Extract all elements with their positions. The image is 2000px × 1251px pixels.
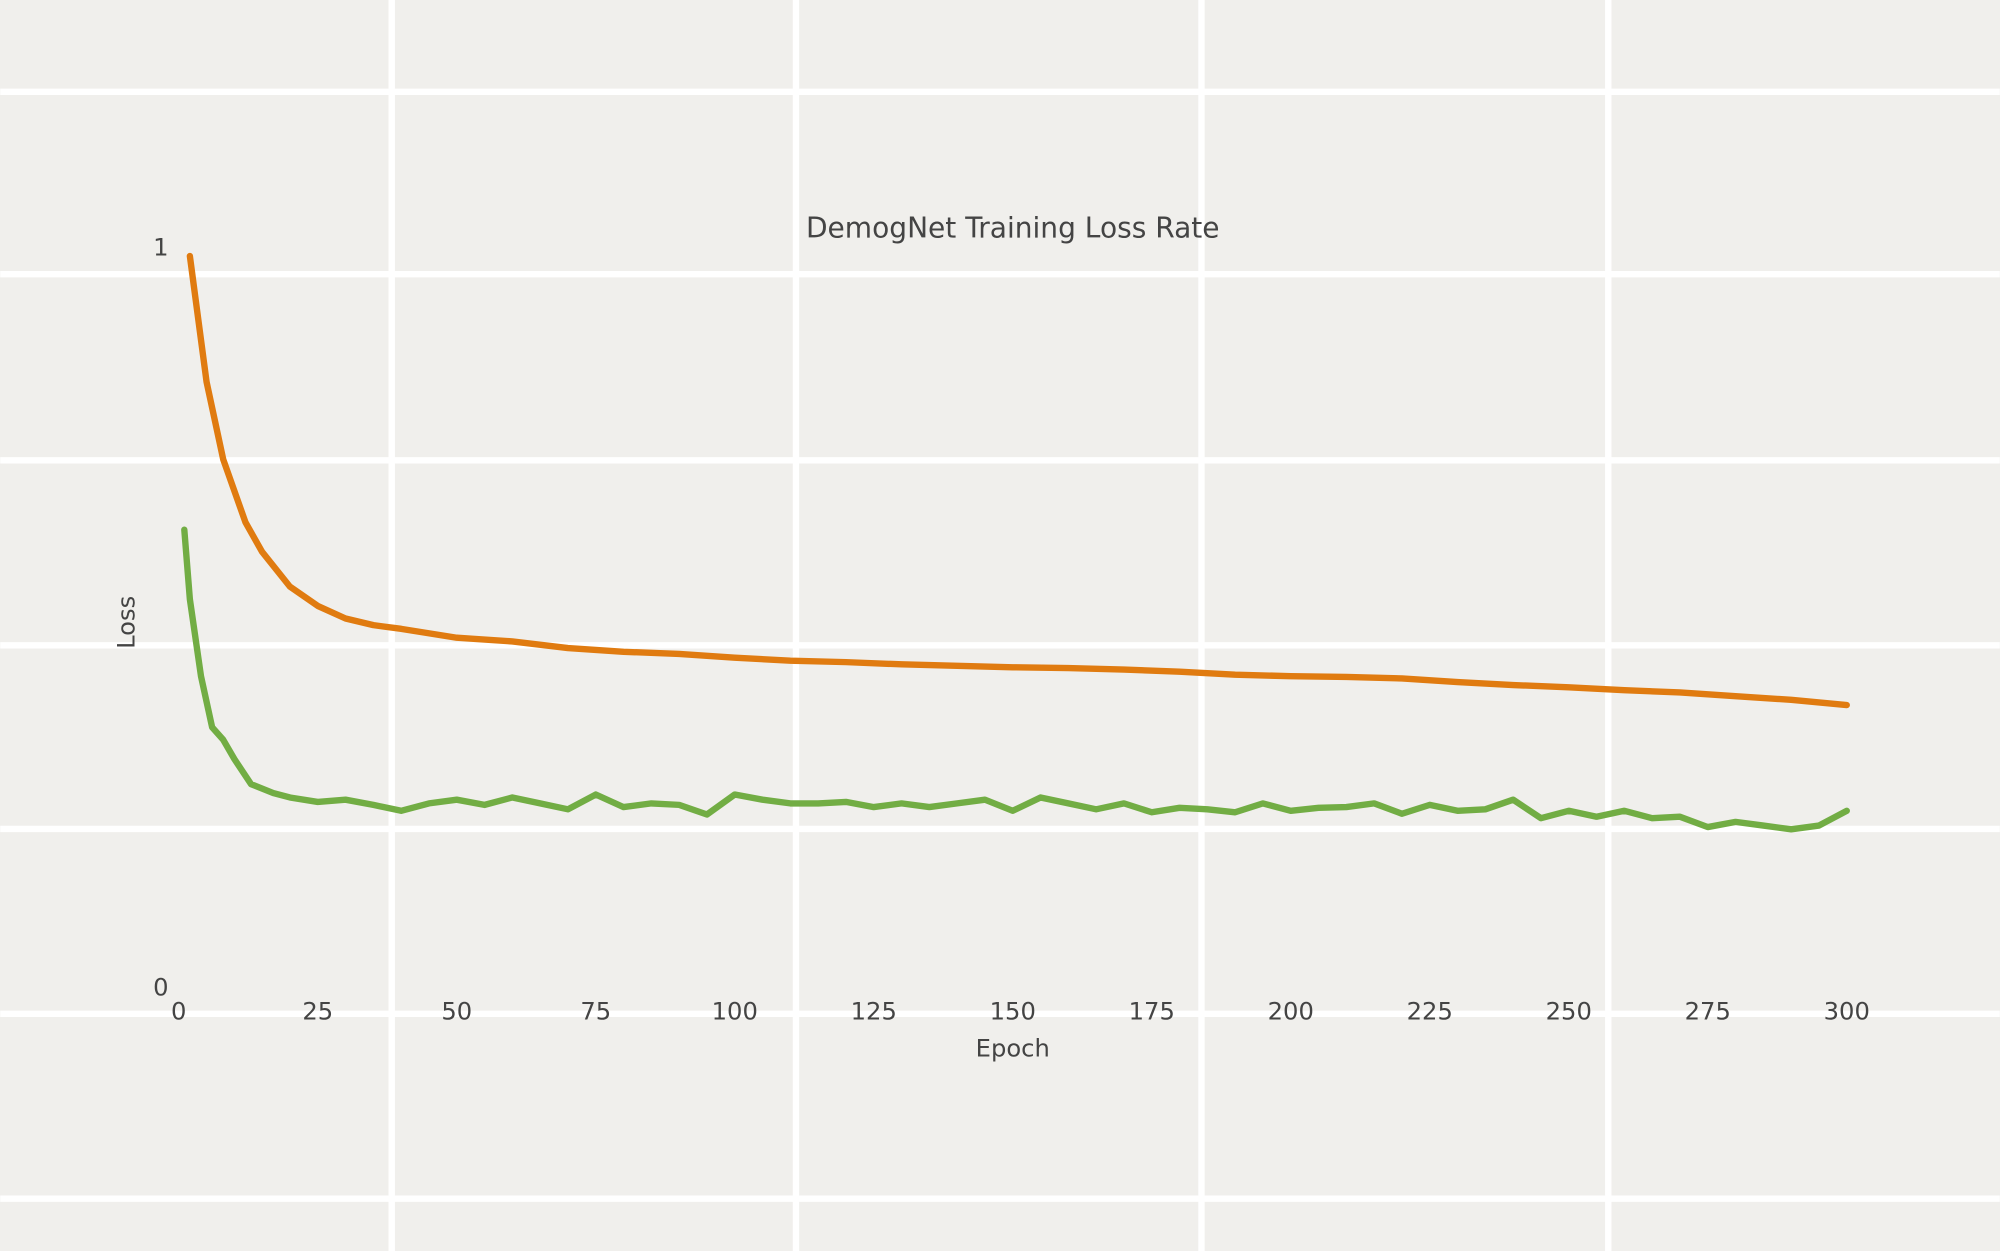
loss-line xyxy=(186,252,1850,709)
x-tick-label: 100 xyxy=(712,998,758,1026)
y-axis-label: Loss xyxy=(113,596,141,649)
chart-title: DemogNet Training Loss Rate xyxy=(806,212,1220,245)
x-tick-label: 275 xyxy=(1685,998,1731,1026)
x-tick-label: 175 xyxy=(1129,998,1175,1026)
x-tick-label: 300 xyxy=(1824,998,1870,1026)
x-tick-label: 125 xyxy=(851,998,897,1026)
x-tick-label: 200 xyxy=(1268,998,1314,1026)
x-tick-label: 250 xyxy=(1546,998,1592,1026)
y-tick-label: 0 xyxy=(153,973,168,1001)
x-axis-label: Epoch xyxy=(976,1035,1050,1063)
loss-line xyxy=(181,526,1850,833)
y-tick-label: 1 xyxy=(153,234,168,262)
x-tick-label: 25 xyxy=(302,998,333,1026)
x-tick-label: 150 xyxy=(990,998,1036,1026)
x-tick-label: 75 xyxy=(580,998,611,1026)
x-tick-label: 0 xyxy=(171,998,186,1026)
x-tick-label: 225 xyxy=(1407,998,1453,1026)
x-tick-label: 50 xyxy=(441,998,472,1026)
